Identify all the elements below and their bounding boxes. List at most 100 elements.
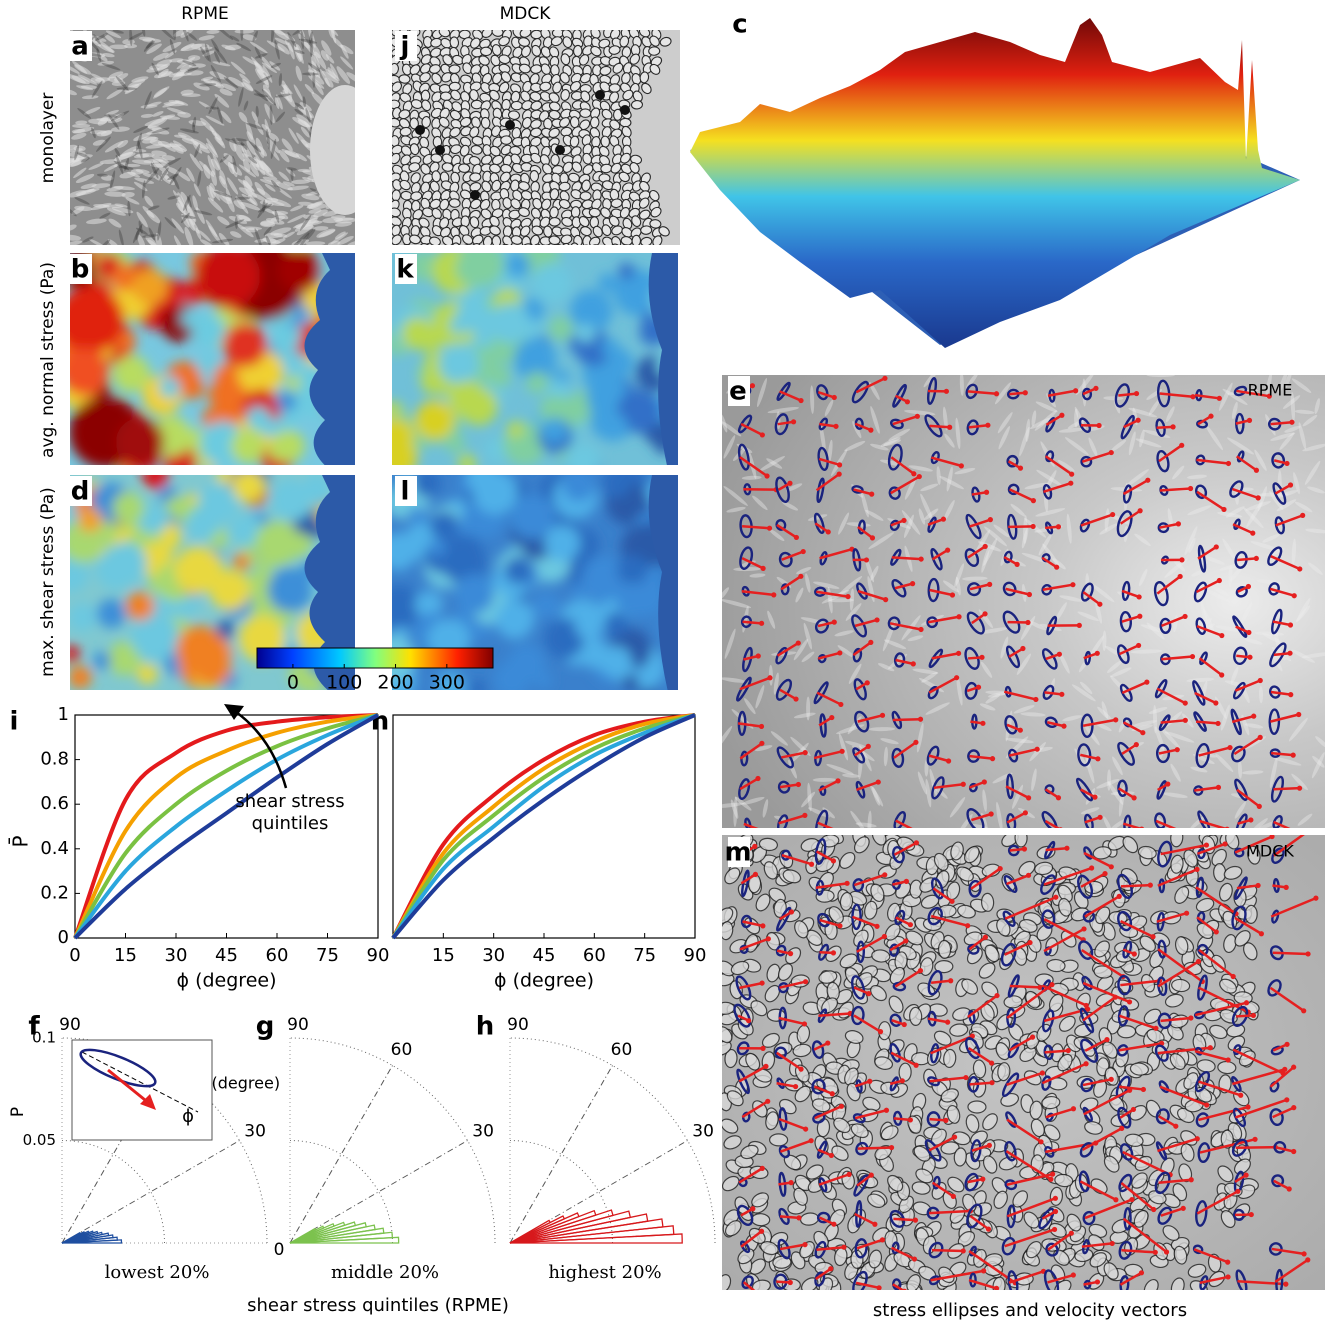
vector-head [837,923,842,928]
vector-head [1291,753,1296,758]
vector-head [1053,1209,1058,1214]
vector-head [880,1237,885,1242]
vector-head [956,651,961,656]
vector-head [1153,1250,1158,1255]
blob [507,421,524,438]
vector-head [1015,562,1020,567]
image-panel [50,240,373,478]
vector-head [825,1040,830,1045]
vector-head [1050,1172,1055,1177]
vector-head [1059,692,1064,697]
vector-head [1183,718,1188,723]
vector-head [1287,651,1292,656]
vector-head [867,1079,872,1084]
vector-head [1292,593,1297,598]
cell [449,64,461,73]
vector-head [1127,1088,1132,1093]
vector-head [1301,1251,1306,1256]
x-axis-label: ϕ (degree) [177,970,277,992]
dark-cell [505,120,515,130]
velocity-vector [1236,1147,1276,1148]
vector-head [1053,895,1058,900]
vector-head [1104,1037,1109,1042]
vector-head [1136,643,1141,648]
vector-head [876,1285,881,1290]
vector-head [796,1215,801,1220]
panel-letter: n [371,707,390,737]
vector-head [1035,747,1040,752]
vector-head [1256,883,1261,888]
blob [616,583,649,616]
cell [449,198,461,207]
vector-head [989,1080,994,1085]
vector-head [1247,655,1252,660]
vector-head [1102,871,1107,876]
vector-head [789,909,794,914]
vector-head [914,1063,919,1068]
vector-head [746,1018,751,1023]
blob [580,639,610,669]
vector-head [761,566,766,571]
vector-head [1248,817,1253,822]
blob [68,603,96,631]
dark-cell [435,145,445,155]
vector-head [1020,646,1025,651]
vector-head [950,592,955,597]
x-tick-label: 90 [684,945,707,966]
vector-head [1283,1282,1288,1287]
vector-head [809,862,814,867]
y-axis-label: P [8,1107,28,1117]
vector-head [902,1022,907,1027]
vector-head [835,778,840,783]
vector-head [868,428,873,433]
blob [255,521,300,566]
x-tick-label: 90 [367,945,390,966]
vector-head [791,419,796,424]
panel-letter: i [10,707,19,737]
vector-head [1175,747,1180,752]
vector-head [1119,1126,1124,1131]
cell [590,117,599,129]
blob [601,338,619,356]
vector-head [760,432,765,437]
x-tick-label: 0 [69,945,80,966]
vector-head [1081,926,1086,931]
cell [440,92,451,101]
vector-head [794,535,799,540]
vector-head [870,535,875,540]
vector-head [1252,1137,1257,1142]
blob [159,377,181,399]
blob [126,592,155,621]
image-label: RPME [1248,381,1293,400]
vector-head [865,680,870,685]
vector-head [1022,846,1027,851]
vector-head [1095,651,1100,656]
angle-tick-label: 30 [472,1122,494,1142]
vector-head [760,1166,765,1171]
x-tick-label: 75 [316,945,339,966]
vector-head [1136,418,1141,423]
vector-head [1165,781,1170,786]
vector-head [1023,810,1028,815]
vector-head [1083,1061,1088,1066]
vector-head [832,395,837,400]
vector-head [1288,692,1293,697]
vector-head [831,1222,836,1227]
dark-cell [415,125,425,135]
vector-head [1227,745,1232,750]
y-tick-label: 0.4 [40,838,69,859]
vector-head [1030,1035,1035,1040]
vector-head [1068,481,1073,486]
vector-head [913,740,918,745]
vector-head [1184,911,1189,916]
vector-head [949,899,954,904]
vector-head [1040,1070,1045,1075]
vector-head [919,556,924,561]
image-panel [713,367,1333,838]
vector-head [1153,1026,1158,1031]
vector-head [1256,495,1261,500]
cell [1117,1025,1135,1038]
vector-head [990,756,995,761]
blob [209,569,250,610]
cell [449,82,460,91]
